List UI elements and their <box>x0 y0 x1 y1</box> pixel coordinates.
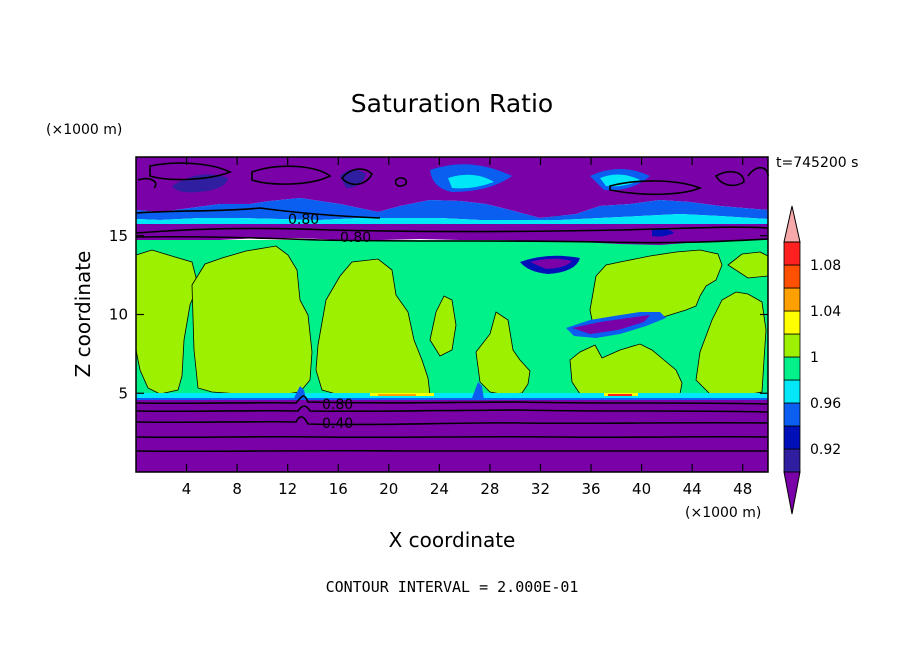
colorbar-bin <box>783 241 801 266</box>
x-tick-label: 24 <box>430 480 449 498</box>
svg-text:0.80: 0.80 <box>322 397 353 413</box>
colorbar-tick-label: 0.96 <box>810 396 841 412</box>
plot-area: 0.80 0.80 0.80 0.40 4 8 12 16 20 24 28 32 36 40 44… <box>109 156 769 498</box>
x-tick-label: 44 <box>683 480 702 498</box>
contour-value-labels: 0.80 0.80 0.80 0.40 <box>288 212 371 432</box>
colorbar-bin <box>783 425 801 450</box>
contour-lines <box>135 162 769 453</box>
x-tick-label: 40 <box>632 480 651 498</box>
colorbar-tick-label: 1.04 <box>810 304 841 320</box>
y-unit-label: (×1000 m) <box>46 122 122 138</box>
y-tick-label: 15 <box>109 227 128 245</box>
svg-text:0.40: 0.40 <box>322 416 353 432</box>
cloud-base-cyan <box>136 393 768 400</box>
colorbar-tick-label: 1 <box>810 350 819 366</box>
upper-cyan-band <box>136 214 768 224</box>
y-tick-label: 5 <box>118 384 128 402</box>
svg-text:0.80: 0.80 <box>340 230 371 246</box>
x-tick-label: 20 <box>379 480 398 498</box>
colorbar-bin <box>783 356 801 381</box>
chart-title: Saturation Ratio <box>351 89 553 118</box>
colorbar-tick-label: 1.08 <box>810 258 841 274</box>
y-axis-label: Z coordinate <box>71 251 95 378</box>
time-label: t=745200 s <box>776 155 858 171</box>
x-axis-label: X coordinate <box>389 528 516 552</box>
colorbar-lower-arrow <box>783 471 801 515</box>
colorbar: 0.92 0.96 1 1.04 1.08 <box>783 205 841 515</box>
colorbar-tick-label: 0.92 <box>810 442 841 458</box>
y-axis-ticks: 5 10 15 <box>109 227 768 402</box>
y-tick-label: 10 <box>109 306 128 324</box>
x-tick-label: 48 <box>733 480 752 498</box>
colorbar-bin <box>783 448 801 473</box>
svg-text:0.80: 0.80 <box>288 212 319 228</box>
orange-patch-1 <box>378 394 416 396</box>
lower-dry-layer <box>136 400 768 472</box>
colorbar-bin <box>783 310 801 335</box>
x-axis-ticks: 4 8 12 16 20 24 28 32 36 40 44 48 <box>182 157 752 498</box>
colorbar-bin <box>783 402 801 427</box>
colorbar-upper-arrow <box>783 205 801 243</box>
x-tick-label: 36 <box>581 480 600 498</box>
colorbar-bin <box>783 379 801 404</box>
x-unit-label: (×1000 m) <box>685 505 761 521</box>
x-tick-label: 12 <box>278 480 297 498</box>
red-patch-2 <box>608 394 632 396</box>
colorbar-bin <box>783 287 801 312</box>
colorbar-bin <box>783 264 801 289</box>
x-tick-label: 4 <box>182 480 192 498</box>
upper-blue-band <box>136 198 768 220</box>
colorbar-bin <box>783 333 801 358</box>
x-tick-label: 28 <box>480 480 499 498</box>
x-tick-label: 16 <box>329 480 348 498</box>
x-tick-label: 8 <box>232 480 242 498</box>
supersaturated-patches <box>135 193 769 397</box>
cloud-base-blue <box>136 398 768 400</box>
contour-interval-footer: CONTOUR INTERVAL = 2.000E-01 <box>326 578 579 596</box>
x-tick-label: 32 <box>531 480 550 498</box>
